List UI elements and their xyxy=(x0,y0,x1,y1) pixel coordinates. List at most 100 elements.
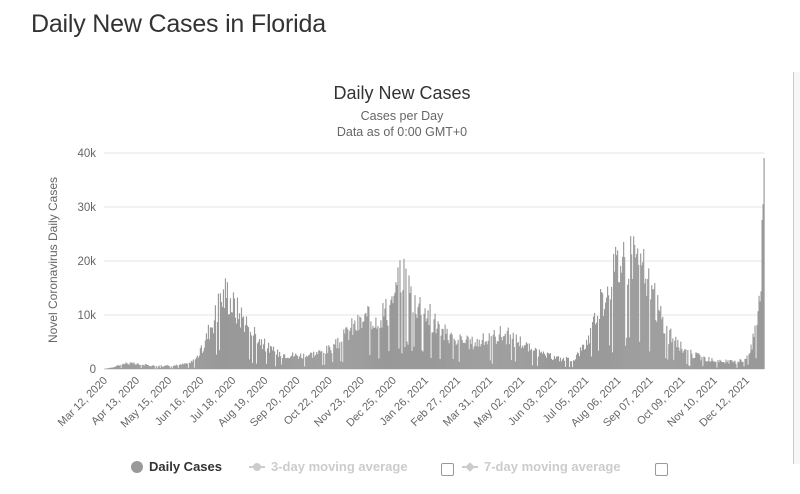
bar-daily-cases xyxy=(430,357,432,369)
bar-daily-cases xyxy=(296,355,298,369)
bar-daily-cases xyxy=(254,333,257,369)
bar-daily-cases xyxy=(629,337,631,369)
bar-daily-cases xyxy=(566,357,569,369)
bar-daily-cases xyxy=(354,320,356,369)
bar-daily-cases xyxy=(396,285,398,369)
bar-daily-cases xyxy=(755,358,757,369)
bar-daily-cases xyxy=(678,347,680,369)
bar-daily-cases xyxy=(283,354,285,369)
bar-daily-cases xyxy=(455,345,457,369)
bar-daily-cases xyxy=(485,341,487,369)
bar-daily-cases xyxy=(110,367,112,369)
bar-daily-cases xyxy=(718,362,720,369)
bar-daily-cases xyxy=(661,319,663,369)
bar-daily-cases xyxy=(121,364,123,369)
bar-daily-cases xyxy=(467,336,469,369)
bar-daily-cases xyxy=(373,327,375,369)
bar-daily-cases xyxy=(338,348,340,369)
bar-daily-cases xyxy=(280,356,282,369)
bar-daily-cases xyxy=(187,367,189,369)
bar-daily-cases xyxy=(229,298,232,369)
legend-item-daily-cases[interactable]: Daily Cases xyxy=(131,459,222,474)
bar-daily-cases xyxy=(552,359,555,369)
bar-daily-cases xyxy=(298,358,300,369)
bar-daily-cases xyxy=(180,364,182,369)
bar-daily-cases xyxy=(737,361,739,369)
bar-daily-cases xyxy=(714,361,716,369)
bar-daily-cases xyxy=(335,339,337,369)
checkbox-7-day-average[interactable] xyxy=(655,463,668,476)
bar-daily-cases xyxy=(240,307,243,369)
bar-daily-cases xyxy=(230,312,233,369)
bar-daily-cases xyxy=(728,363,730,369)
bar-daily-cases xyxy=(336,348,338,369)
bar-daily-cases xyxy=(404,347,406,369)
bar-daily-cases xyxy=(138,364,140,369)
bar-daily-cases xyxy=(494,336,496,369)
bar-daily-cases xyxy=(292,352,294,369)
bar-daily-cases xyxy=(266,348,269,369)
bar-daily-cases xyxy=(236,297,239,369)
bar-daily-cases xyxy=(543,353,545,369)
bar-daily-cases xyxy=(589,327,592,369)
bar-daily-cases xyxy=(474,342,476,369)
bar-daily-cases xyxy=(448,343,450,369)
bar-daily-cases xyxy=(544,355,546,369)
bar-daily-cases xyxy=(220,302,222,369)
bar-daily-cases xyxy=(677,339,679,369)
line-diamond-marker-icon xyxy=(462,461,478,473)
bar-daily-cases xyxy=(327,353,329,369)
y-tick-label: 40k xyxy=(77,148,96,160)
bar-daily-cases xyxy=(264,351,267,369)
bar-daily-cases xyxy=(343,329,345,369)
bar-daily-cases xyxy=(375,317,377,369)
bar-daily-cases xyxy=(214,305,216,369)
bar-daily-cases xyxy=(602,293,604,369)
legend-item-3-day-average[interactable]: 3-day moving average xyxy=(249,459,408,474)
bar-daily-cases xyxy=(117,364,119,369)
bar-daily-cases xyxy=(166,365,168,369)
bar-daily-cases xyxy=(218,350,220,369)
bar-daily-cases xyxy=(748,354,750,369)
bar-daily-cases xyxy=(572,360,575,369)
bar-daily-cases xyxy=(510,360,512,369)
bar-daily-cases xyxy=(324,364,326,369)
bar-daily-cases xyxy=(206,338,208,369)
bar-daily-cases xyxy=(666,325,668,369)
bar-daily-cases xyxy=(171,368,173,369)
bar-daily-cases xyxy=(658,309,660,369)
bar-daily-cases xyxy=(293,356,295,369)
bar-daily-cases xyxy=(744,358,746,369)
bar-daily-cases xyxy=(599,318,601,369)
chart-subtitle-line-1: Cases per Day xyxy=(361,109,444,123)
bar-daily-cases xyxy=(241,317,244,369)
bar-daily-cases xyxy=(355,329,357,369)
bar-daily-cases xyxy=(246,325,249,369)
bar-daily-cases xyxy=(562,357,565,369)
bar-daily-cases xyxy=(501,340,503,369)
bar-daily-cases xyxy=(686,364,688,369)
legend-item-7-day-average[interactable]: 7-day moving average xyxy=(462,459,621,474)
bar-daily-cases xyxy=(667,359,669,369)
bar-daily-cases xyxy=(708,357,710,369)
bar-daily-cases xyxy=(598,350,600,369)
bar-daily-cases xyxy=(734,360,736,369)
bar-daily-cases xyxy=(105,368,107,369)
bar-daily-cases xyxy=(568,367,571,369)
bar-daily-cases xyxy=(726,362,728,369)
bar-daily-cases xyxy=(245,316,248,369)
bar-daily-cases xyxy=(434,313,436,369)
bar-daily-cases xyxy=(607,286,609,369)
checkbox-3-day-average[interactable] xyxy=(441,463,454,476)
bar-daily-cases xyxy=(587,335,590,369)
bar-daily-cases xyxy=(733,361,735,369)
bar-daily-cases xyxy=(509,334,511,369)
bar-daily-cases xyxy=(260,339,263,369)
data-bars xyxy=(104,158,765,369)
bar-daily-cases xyxy=(270,345,272,369)
bar-daily-cases xyxy=(657,295,659,369)
bar-daily-cases xyxy=(503,335,505,369)
bar-daily-cases xyxy=(304,366,306,369)
bar-daily-cases xyxy=(626,337,628,369)
